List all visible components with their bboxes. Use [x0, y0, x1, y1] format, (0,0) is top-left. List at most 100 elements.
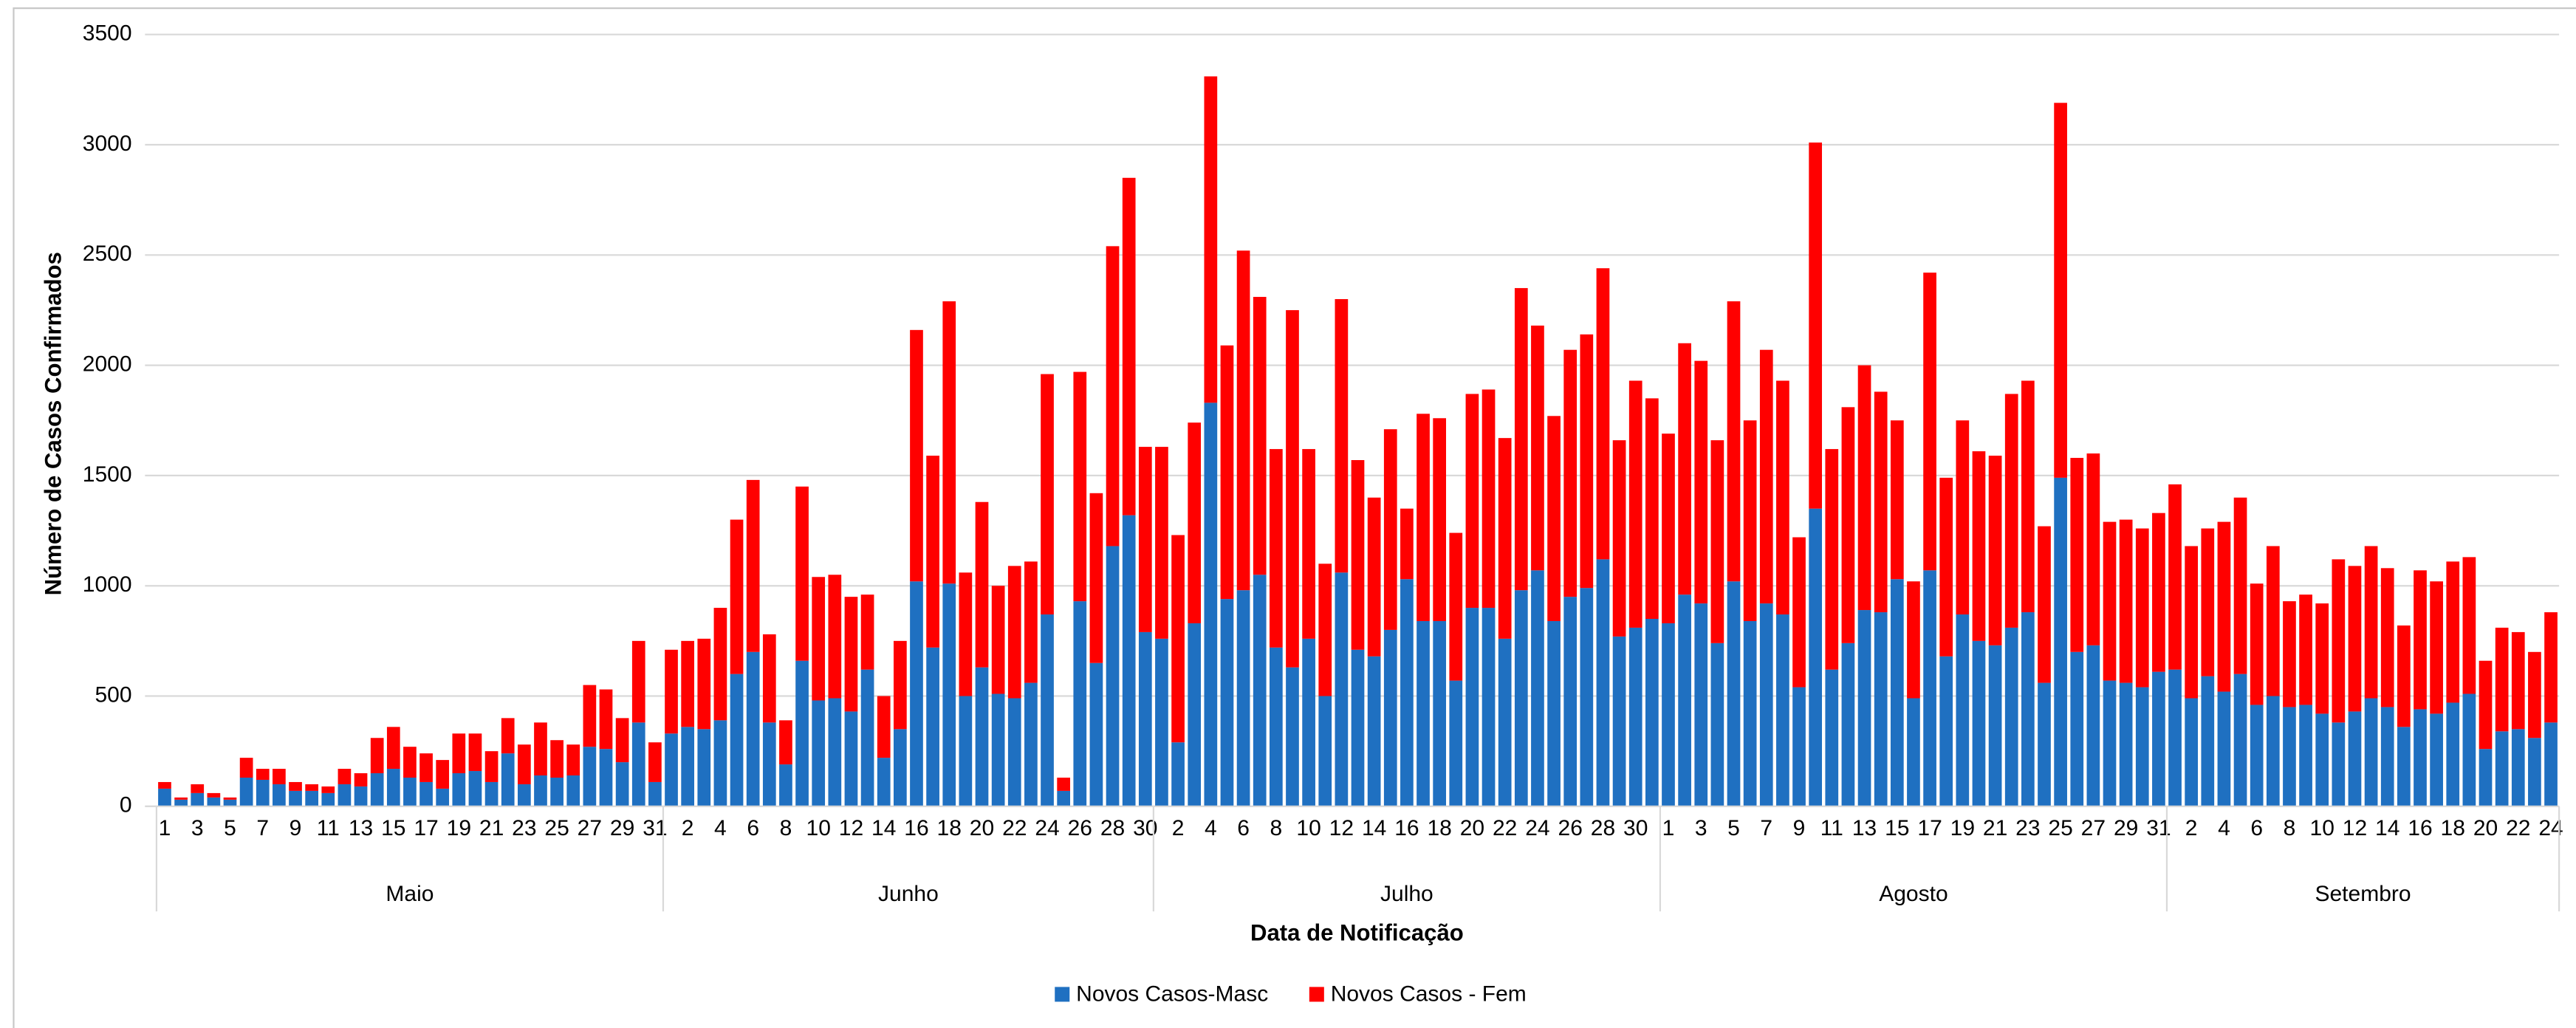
- bar-segment: [730, 674, 744, 806]
- y-axis-title: Número de Casos Confirmados: [40, 252, 66, 595]
- bar-segment: [828, 575, 842, 699]
- bar-segment: [1122, 177, 1136, 515]
- bar-segment: [2299, 705, 2312, 806]
- x-tick-label: 9: [290, 816, 302, 840]
- x-tick-label: 24: [1035, 816, 1059, 840]
- bar-segment: [746, 651, 760, 806]
- bar-segment: [1220, 345, 1234, 600]
- bar-segment: [2135, 687, 2149, 806]
- x-tick-label: 3: [1695, 816, 1707, 840]
- bar-segment: [1089, 493, 1103, 663]
- bar-segment: [1857, 610, 1871, 806]
- x-tick-label: 14: [871, 816, 896, 840]
- bar-segment: [2119, 682, 2133, 806]
- y-tick-label: 1000: [83, 572, 132, 597]
- x-tick-label: 20: [1460, 816, 1484, 840]
- bar-segment: [697, 729, 711, 806]
- bar-segment: [1138, 447, 1152, 632]
- bar-segment: [959, 696, 973, 806]
- bar-segment: [1236, 250, 1250, 591]
- bar-segment: [256, 779, 270, 806]
- bar-segment: [1825, 669, 1839, 806]
- x-tick-label: 2: [2185, 816, 2198, 840]
- bar-segment: [2168, 484, 2182, 670]
- bar-segment: [2250, 583, 2264, 705]
- x-tick-label: 23: [512, 816, 536, 840]
- bar-segment: [746, 479, 760, 652]
- bar-segment: [436, 788, 450, 806]
- y-tick-label: 0: [120, 793, 132, 818]
- bar-segment: [1710, 440, 1724, 643]
- bar-segment: [2185, 546, 2199, 699]
- bar-segment: [386, 727, 400, 770]
- bar-segment: [1694, 360, 1708, 604]
- bar-segment: [1776, 380, 1789, 615]
- bar-segment: [305, 784, 319, 791]
- bar-segment: [1481, 608, 1496, 806]
- bar-segment: [1563, 349, 1578, 597]
- bar-segment: [2348, 711, 2362, 806]
- bar-segment: [1449, 532, 1463, 681]
- bar-segment: [2054, 477, 2067, 806]
- bar-segment: [713, 720, 727, 806]
- bar-segment: [2430, 581, 2443, 714]
- bar-segment: [1956, 420, 1970, 615]
- bar-segment: [1383, 429, 1397, 630]
- x-tick-label: 1: [159, 816, 171, 840]
- bar-segment: [762, 722, 776, 806]
- bar-segment: [1874, 391, 1888, 613]
- bar-segment: [207, 792, 221, 798]
- bar-segment: [2021, 380, 2035, 613]
- bar-segment: [1041, 374, 1054, 615]
- x-tick-label: 9: [1793, 816, 1806, 840]
- bar-segment: [289, 781, 302, 791]
- bar-segment: [1612, 636, 1626, 806]
- bar-segment: [2004, 394, 2018, 628]
- bar-segment: [1253, 575, 1267, 806]
- bar-segment: [2038, 526, 2051, 683]
- bar-segment: [1662, 434, 1675, 623]
- x-tick-label: 16: [904, 816, 928, 840]
- bar-segment: [665, 733, 678, 806]
- bar-segment: [174, 797, 188, 800]
- bar-segment: [534, 722, 547, 776]
- bar-segment: [566, 775, 580, 806]
- bar-segment: [2135, 528, 2149, 688]
- bar-segment: [1890, 579, 1904, 806]
- bar-segment: [1400, 508, 1414, 580]
- x-tick-label: 25: [2048, 816, 2072, 840]
- bar-segment: [1759, 603, 1773, 806]
- bar-segment: [1269, 449, 1283, 648]
- bar-segment: [2038, 682, 2051, 806]
- bar-segment: [338, 769, 352, 784]
- bar-segment: [877, 758, 891, 806]
- x-tick-label: 7: [256, 816, 269, 840]
- bar-segment: [795, 486, 809, 661]
- x-tick-label: 8: [1270, 816, 1283, 840]
- bar-segment: [1106, 546, 1120, 806]
- bar-segment: [1580, 588, 1594, 806]
- bar-segment: [386, 769, 400, 806]
- legend-label: Novos Casos - Fem: [1331, 981, 1527, 1006]
- bar-segment: [1433, 620, 1447, 806]
- bar-segment: [942, 583, 956, 806]
- x-tick-label: 13: [1852, 816, 1877, 840]
- x-tick-label: 2: [682, 816, 694, 840]
- bar-segment: [1531, 325, 1544, 571]
- x-tick-label: 12: [2343, 816, 2367, 840]
- bar-segment: [2462, 557, 2476, 694]
- x-tick-label: 21: [1983, 816, 2007, 840]
- bar-segment: [648, 781, 662, 806]
- bar-segment: [812, 700, 826, 806]
- bar-segment: [1383, 629, 1397, 806]
- x-tick-label: 27: [578, 816, 602, 840]
- bar-segment: [1809, 508, 1823, 806]
- bar-segment: [321, 792, 335, 806]
- bar-segment: [452, 773, 466, 806]
- bar-segment: [2544, 722, 2558, 806]
- bar-segment: [484, 781, 499, 806]
- x-tick-label: 11: [317, 816, 340, 840]
- x-tick-label: 7: [1760, 816, 1772, 840]
- bar-segment: [1694, 603, 1708, 806]
